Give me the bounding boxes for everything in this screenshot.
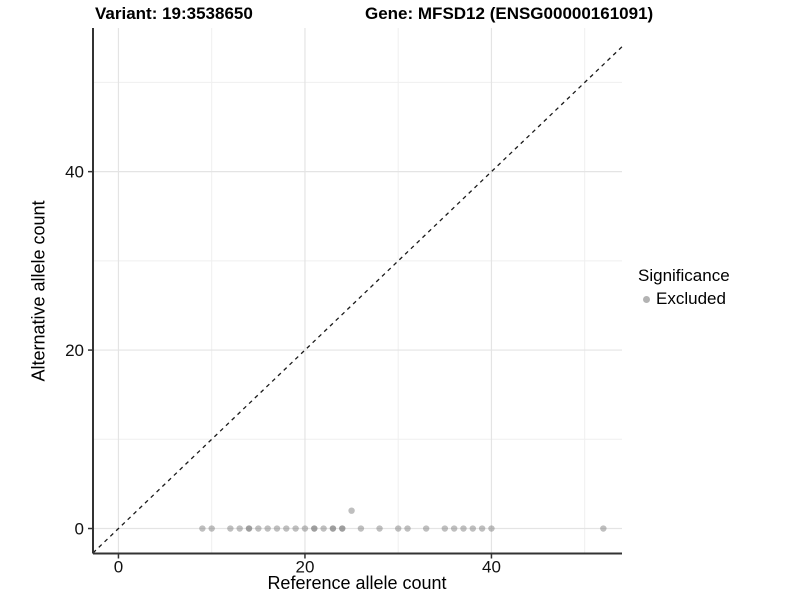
data-point	[320, 525, 327, 532]
y-axis-title: Alternative allele count	[28, 200, 49, 382]
data-point	[357, 525, 365, 532]
data-point	[376, 525, 383, 532]
plot-title-variant: Variant: 19:3538650	[95, 4, 253, 23]
x-tick-label: 20	[295, 558, 314, 577]
plot-title-gene: Gene: MFSD12 (ENSG00000161091)	[365, 4, 654, 23]
data-point	[227, 525, 234, 532]
data-point	[329, 525, 337, 532]
data-point	[264, 525, 271, 532]
data-point	[478, 525, 486, 532]
data-point	[236, 525, 243, 532]
y-tick-label: 40	[65, 163, 84, 182]
data-point	[255, 525, 262, 532]
data-point	[600, 525, 607, 532]
data-point	[488, 525, 495, 532]
data-point	[301, 525, 309, 532]
data-point	[450, 525, 458, 532]
y-tick-label: 20	[65, 341, 84, 360]
legend-item-label: Excluded	[656, 289, 726, 308]
legend-title: Significance	[638, 266, 730, 285]
data-point	[339, 525, 346, 532]
data-point	[395, 525, 402, 532]
legend: Significance Excluded	[638, 266, 730, 309]
data-point	[199, 525, 206, 532]
data-point	[404, 525, 411, 532]
data-point	[469, 525, 477, 532]
data-point	[245, 525, 253, 532]
x-tick-label: 40	[482, 558, 501, 577]
data-point	[422, 525, 430, 532]
data-point	[208, 525, 215, 532]
data-point	[311, 525, 318, 532]
data-point	[283, 525, 290, 532]
legend-point-icon	[643, 295, 650, 303]
x-tick-label: 0	[114, 558, 123, 577]
legend-item-excluded: Excluded	[638, 289, 730, 309]
data-point	[460, 525, 467, 532]
identity-line	[92, 46, 623, 554]
data-point	[441, 525, 449, 532]
data-point	[292, 525, 299, 532]
data-point	[348, 507, 355, 514]
x-axis-title: Reference allele count	[267, 573, 447, 593]
y-tick-label: 0	[75, 520, 84, 539]
data-point	[273, 525, 281, 532]
